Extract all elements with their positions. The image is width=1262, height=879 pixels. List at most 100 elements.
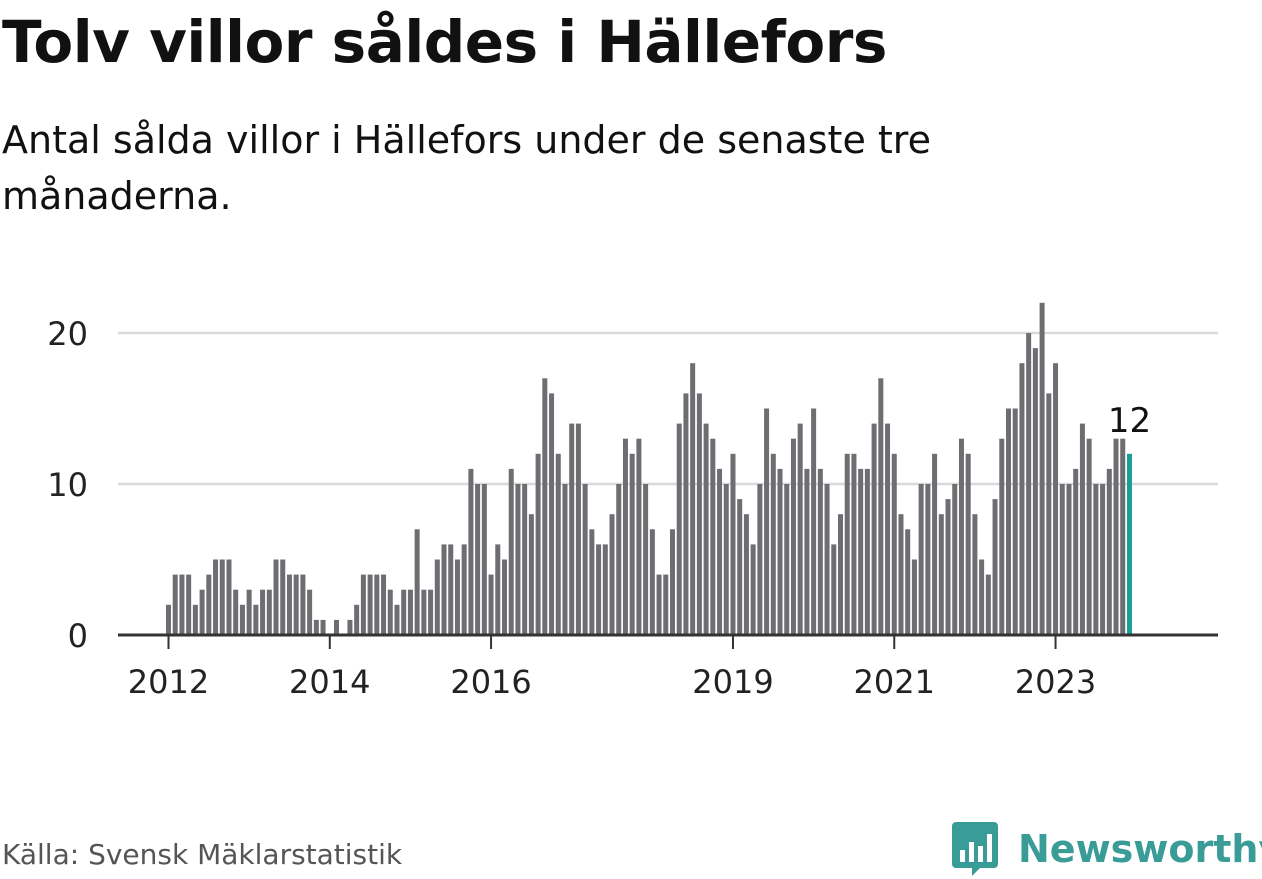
bar [549, 393, 555, 635]
bar [932, 453, 938, 635]
grid-lines [118, 331, 1218, 486]
bar [844, 453, 850, 635]
x-tick-label: 2016 [450, 663, 531, 700]
bar [1120, 438, 1126, 635]
bar [690, 363, 696, 635]
bar [300, 574, 306, 635]
bar [307, 589, 313, 635]
bar [226, 559, 232, 635]
bar [528, 514, 534, 635]
bar [770, 453, 776, 635]
bar [790, 438, 796, 635]
bar [777, 468, 783, 635]
bar [1093, 484, 1099, 635]
bar [192, 604, 198, 635]
bar [737, 499, 743, 635]
bar [851, 453, 857, 635]
bar-highlight [1126, 453, 1132, 635]
bar [643, 484, 649, 635]
bar [609, 514, 615, 635]
bar [696, 393, 702, 635]
bar [616, 484, 622, 635]
x-tick-label: 2021 [854, 663, 935, 700]
bar [266, 589, 272, 635]
bar [797, 423, 803, 635]
bar [757, 484, 763, 635]
bar [891, 453, 897, 635]
x-axis [118, 633, 1218, 649]
bar [461, 544, 467, 635]
bar [871, 423, 877, 635]
bar [817, 468, 823, 635]
bar [199, 589, 205, 635]
bar [676, 423, 682, 635]
bar [186, 574, 192, 635]
bar [535, 453, 541, 635]
x-tick-label: 2012 [128, 663, 209, 700]
bar [555, 453, 561, 635]
bar [1100, 484, 1106, 635]
bar [280, 559, 286, 635]
bar [1039, 302, 1045, 635]
bar [703, 423, 709, 635]
bar [1026, 333, 1032, 635]
bar [743, 514, 749, 635]
x-tick-label: 2014 [289, 663, 370, 700]
bar [360, 574, 366, 635]
bar [710, 438, 716, 635]
bar [938, 514, 944, 635]
bar [502, 559, 507, 635]
bar [233, 589, 239, 635]
bar [347, 619, 353, 635]
bar [253, 604, 259, 635]
bar [367, 574, 373, 635]
bar [260, 589, 266, 635]
bar [441, 544, 447, 635]
bar [1012, 408, 1018, 635]
bar [898, 514, 904, 635]
source-note: Källa: Svensk Mäklarstatistik [2, 838, 403, 871]
bar [764, 408, 770, 635]
bar [985, 574, 991, 635]
bar [475, 484, 481, 635]
bar [206, 574, 212, 635]
bar [1113, 438, 1119, 635]
bar [179, 574, 185, 635]
bar [1059, 484, 1065, 635]
bar [1053, 363, 1059, 635]
bar [1019, 363, 1025, 635]
bar [454, 559, 460, 635]
bar [488, 574, 494, 635]
newsworthy-logo-icon [952, 822, 998, 876]
bar [979, 559, 985, 635]
bar [750, 544, 756, 635]
bar [670, 529, 675, 635]
chart-subtitle: Antal sålda villor i Hällefors under de … [2, 118, 931, 218]
bar [1046, 393, 1052, 635]
bar [219, 559, 225, 635]
bar [831, 544, 837, 635]
bar [522, 484, 528, 635]
bar [1086, 438, 1092, 635]
bar [239, 604, 245, 635]
bar [602, 544, 608, 635]
bar [1073, 468, 1079, 635]
bar [273, 559, 279, 635]
bar [374, 574, 380, 635]
bar [636, 438, 642, 635]
bar [468, 468, 474, 635]
bar [407, 589, 413, 635]
bar [293, 574, 299, 635]
bar [213, 559, 219, 635]
bar [481, 484, 487, 635]
bar [381, 574, 387, 635]
bar [1106, 468, 1112, 635]
bar [172, 574, 178, 635]
bar [723, 484, 729, 635]
bar [965, 453, 971, 635]
bar [925, 484, 931, 635]
bar [286, 574, 292, 635]
bar [421, 589, 427, 635]
bar [515, 484, 521, 635]
